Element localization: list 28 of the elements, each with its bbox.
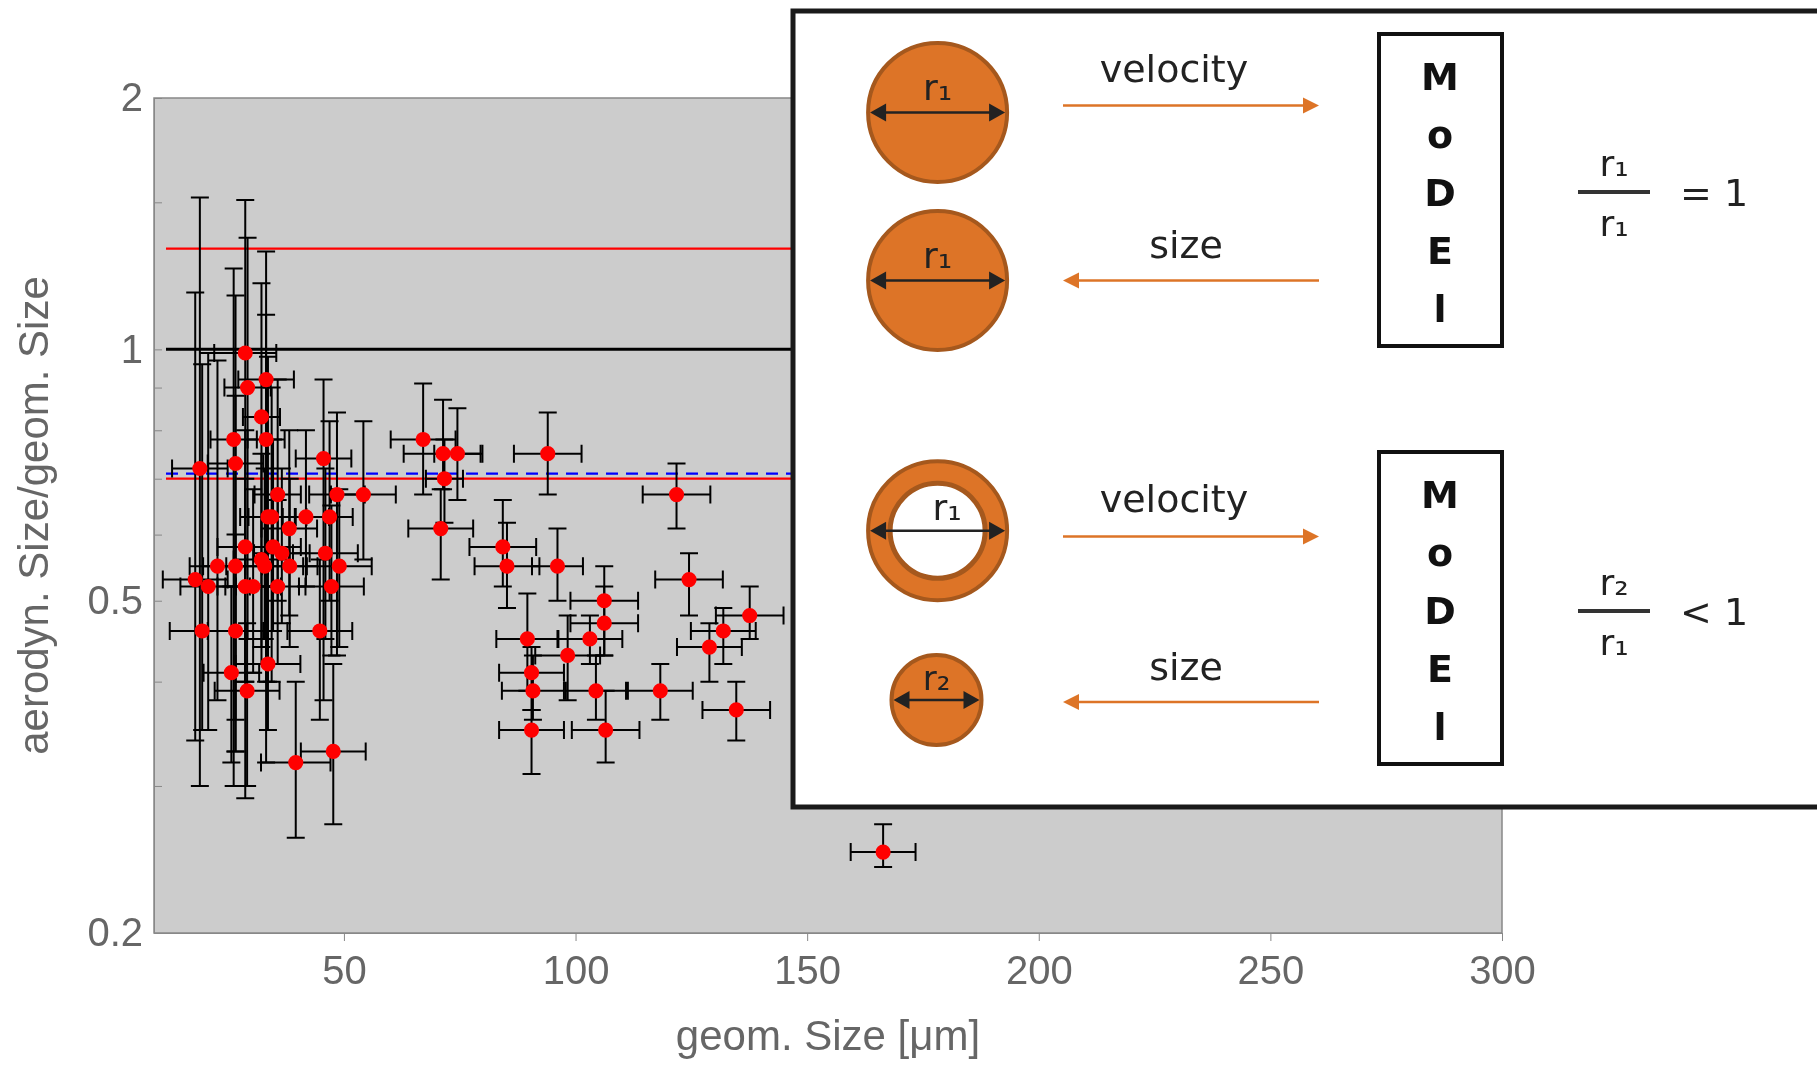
x-axis-title: geom. Size [μm] — [675, 1012, 981, 1059]
annotation: r₁ — [922, 67, 953, 108]
x-tick-label: 300 — [1469, 948, 1536, 992]
y-tick-label: 0.2 — [87, 910, 143, 955]
annotation: MoDEl — [1421, 55, 1459, 331]
text: = 1 — [1680, 171, 1749, 215]
x-tick-label: 200 — [1005, 948, 1073, 992]
text: r₂ — [1599, 562, 1629, 603]
text: r₁ — [1599, 143, 1629, 184]
y-axis-title: aerodyn. Size/geom. Size — [10, 276, 57, 755]
annotation: MoDEl — [1421, 473, 1459, 749]
annotation: r₁ — [932, 487, 962, 528]
x-tick-label: 50 — [322, 948, 367, 992]
annotation: size — [1149, 223, 1223, 267]
y-tick-label: 1 — [120, 326, 143, 371]
annotation: r₁ — [922, 235, 953, 276]
annotation: size — [1149, 645, 1223, 689]
y-tick-label: 0.5 — [87, 578, 143, 623]
text: velocity — [1099, 47, 1249, 91]
text: r₁ — [1599, 622, 1629, 663]
y-tick-label: 2 — [120, 75, 143, 120]
annotation: velocity — [1099, 477, 1249, 521]
annotation: r₂ — [922, 658, 951, 698]
x-tick-label: 100 — [542, 948, 610, 992]
x-tick-label: 150 — [774, 948, 842, 992]
x-tick-label: 250 — [1237, 948, 1305, 992]
text: r₁ — [1599, 203, 1629, 244]
text: < 1 — [1680, 590, 1749, 634]
